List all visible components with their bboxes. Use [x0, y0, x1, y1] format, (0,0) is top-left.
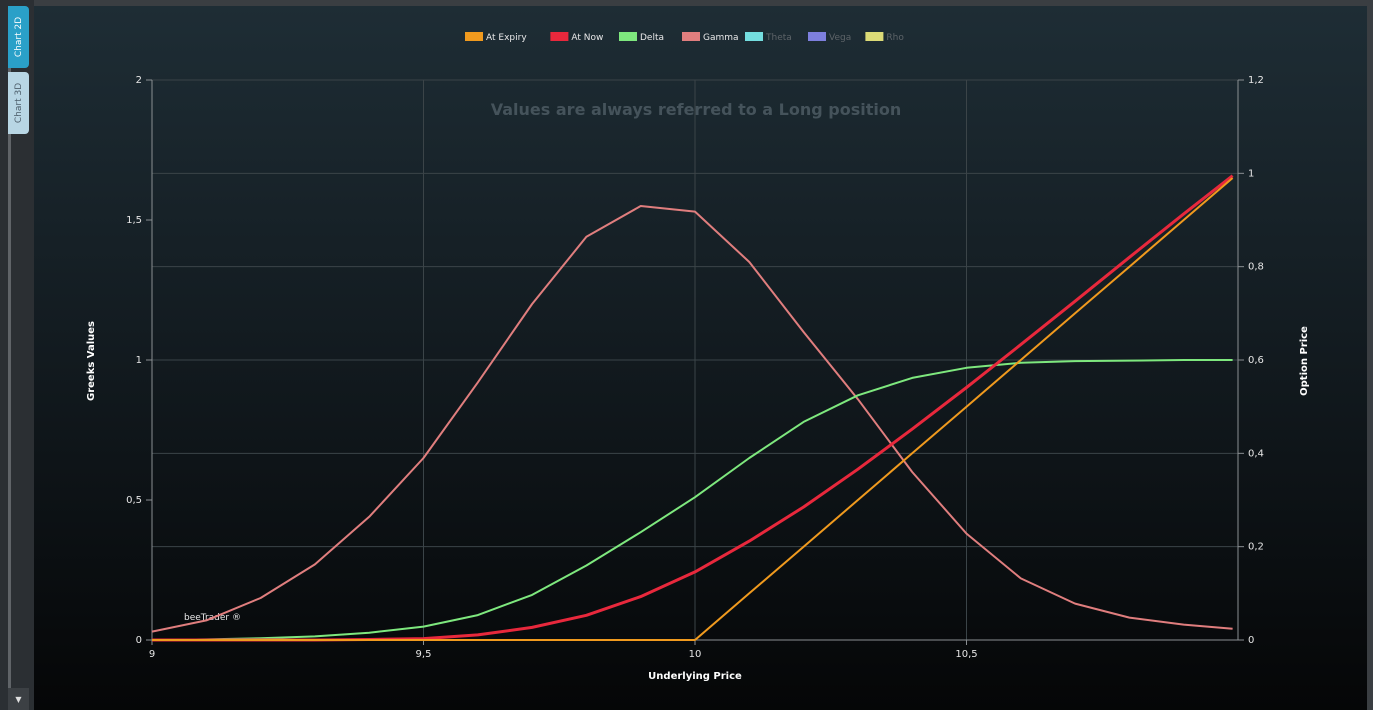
- chart-panel: 0 0,5 1 1,5 2 0 0,2 0,4 0,6 0,8 1 1,2 9 9,5 10 10,5 Unde…: [34, 6, 1367, 710]
- legend-label-gamma[interactable]: Gamma: [703, 33, 739, 43]
- x-tick-label: 10,5: [955, 649, 977, 660]
- x-tick-label: 9: [149, 649, 155, 660]
- chevron-down-icon: ▼: [15, 694, 22, 704]
- legend-label-vega[interactable]: Vega: [829, 33, 851, 43]
- tab-chart-3d-label: Chart 3D: [13, 82, 24, 124]
- sidebar-strip: [8, 6, 11, 710]
- y-left-tick-label: 0: [136, 635, 142, 646]
- legend-label-at-now[interactable]: At Now: [571, 33, 603, 43]
- legend-label-theta[interactable]: Theta: [765, 33, 792, 43]
- legend-swatch-rho[interactable]: [865, 32, 884, 41]
- legend-swatch-at-now[interactable]: [550, 32, 569, 41]
- y-left-tick-label: 0,5: [126, 495, 142, 506]
- legend-swatch-delta[interactable]: [619, 32, 637, 41]
- legend-swatch-vega[interactable]: [808, 32, 826, 41]
- y-left-tick-label: 1,5: [126, 215, 142, 226]
- legend-swatch-at-expiry[interactable]: [465, 32, 483, 41]
- y-left-tick-label: 2: [136, 75, 142, 86]
- chart-annotation: Values are always referred to a Long pos…: [491, 100, 901, 119]
- legend-swatch-gamma[interactable]: [682, 32, 700, 41]
- legend-swatch-theta[interactable]: [745, 32, 763, 41]
- series-line-at-expiry: [152, 177, 1234, 641]
- chart-type-sidebar: Chart 2D Chart 3D ▼: [0, 0, 34, 710]
- y-axis-left-title: Greeks Values: [86, 321, 97, 401]
- y-axis-right-title: Option Price: [1299, 326, 1310, 396]
- tab-chart-2d-label: Chart 2D: [13, 16, 24, 58]
- y-right-tick-label: 1,2: [1248, 75, 1264, 86]
- legend-label-rho[interactable]: Rho: [886, 33, 904, 43]
- legend-label-at-expiry[interactable]: At Expiry: [486, 33, 527, 43]
- y-right-tick-label: 0,2: [1248, 542, 1264, 553]
- tab-chart-2d[interactable]: Chart 2D: [8, 6, 29, 68]
- legend-label-delta[interactable]: Delta: [640, 33, 664, 43]
- series-line-delta: [151, 359, 1233, 641]
- y-right-tick-label: 1: [1248, 168, 1254, 179]
- y-right-tick-label: 0,8: [1248, 262, 1264, 273]
- series-line-at-now: [152, 174, 1234, 642]
- y-right-tick-label: 0,6: [1248, 355, 1264, 366]
- x-axis-title: Underlying Price: [648, 671, 742, 682]
- y-left-tick-label: 1: [136, 355, 142, 366]
- x-tick-label: 9,5: [416, 649, 432, 660]
- series-line-gamma: [151, 205, 1233, 633]
- greeks-chart: 0 0,5 1 1,5 2 0 0,2 0,4 0,6 0,8 1 1,2 9 9,5 10 10,5 Unde…: [86, 32, 1310, 682]
- x-tick-label: 10: [689, 649, 702, 660]
- y-right-tick-label: 0: [1248, 635, 1254, 646]
- y-right-tick-label: 0,4: [1248, 448, 1264, 459]
- scroll-down-button[interactable]: ▼: [8, 688, 29, 710]
- tab-chart-3d[interactable]: Chart 3D: [8, 72, 29, 134]
